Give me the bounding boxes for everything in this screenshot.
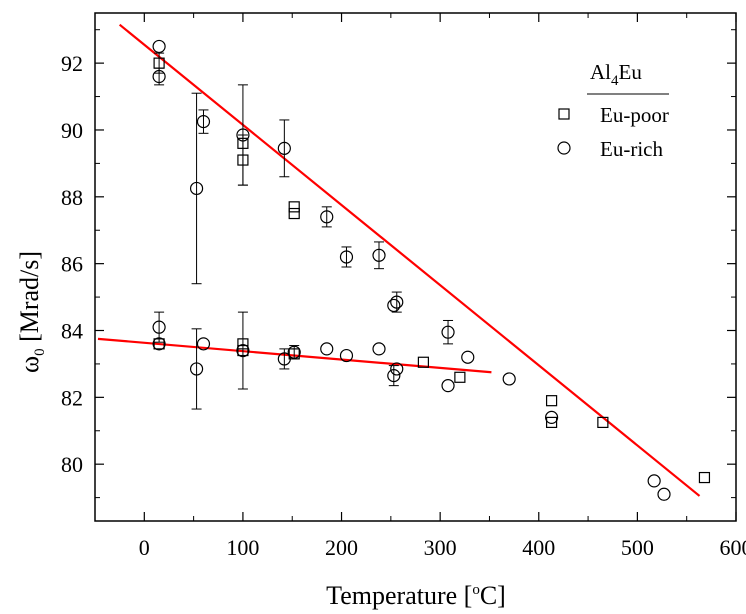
x-axis-title-main: Temperature [ [326,581,472,610]
legend-title-main: Al [590,60,611,84]
circle-marker [152,69,166,84]
circle-marker [189,362,204,376]
legend-square-marker [558,108,570,120]
legend-title: Al4Eu [590,60,642,89]
circle-marker [657,487,671,501]
circle-marker [390,295,404,309]
fit-line [118,23,701,497]
legend-title-sub: 4 [611,73,619,89]
y-tick-label: 84 [61,319,83,344]
plot-area [94,12,737,522]
x-tick-label: 600 [720,535,746,560]
x-tick-label: 200 [325,535,358,560]
error-bars [154,52,454,410]
circle-marker [387,298,401,313]
legend-label-eu-poor: Eu-poor [600,103,669,127]
circle-marker [236,128,250,142]
x-tick-label: 100 [226,535,259,560]
square-marker [153,338,165,350]
circle-marker [390,362,404,376]
y-tick-label: 82 [61,385,83,410]
square-marker [237,154,249,166]
y-tick-label: 88 [61,185,83,210]
y-tick-label: 80 [61,452,83,477]
circle-marker [196,337,211,351]
circle-marker [647,474,661,488]
square-marker [237,338,249,350]
circle-marker [461,350,475,364]
y-axis-title-sub: 0 [32,348,48,356]
x-axis-title: Temperature [oC] [326,581,506,610]
x-axis-title-tail: C] [480,581,506,610]
square-marker [237,344,249,357]
x-tick-label: 0 [139,535,150,560]
plot-frame [94,12,737,522]
circle-marker [441,379,455,393]
square-marker [698,471,711,484]
circle-marker [502,372,516,386]
legend-label-eu-rich: Eu-rich [600,137,663,161]
y-tick-label: 92 [61,51,83,76]
x-tick-label: 300 [424,535,457,560]
circle-marker [189,181,204,196]
circle-marker [287,345,301,359]
fit-lines [97,23,701,497]
legend-title-tail: Eu [619,60,643,84]
circle-marker [339,348,354,363]
circle-marker [152,337,166,351]
legend-circle-marker [557,141,571,155]
square-marker [597,416,609,429]
square-marker [417,356,429,368]
data-markers [152,39,711,501]
circle-marker [441,325,455,339]
square-marker [153,57,165,69]
axis-ticks: 0 100 200 300 400 500 600 80 82 84 86 88 90 92 [61,13,746,560]
circle-marker [320,210,334,224]
square-marker [454,371,466,383]
circle-marker [277,352,291,366]
square-marker [545,395,558,407]
circle-marker [339,250,354,264]
x-axis-title-sup: o [472,582,480,598]
circle-marker [372,342,386,356]
circle-marker [152,39,166,54]
circle-marker [320,342,334,356]
square-marker [288,201,300,213]
circle-marker [236,343,250,358]
y-axis-title: ω0 [Mrad/s] [15,251,48,373]
circle-marker [544,410,559,424]
x-tick-label: 400 [522,535,555,560]
circle-marker [277,141,291,155]
y-tick-label: 86 [61,252,83,277]
circle-marker [196,115,211,129]
y-tick-label: 90 [61,118,83,143]
y-axis-title-tail: [Mrad/s] [15,251,44,348]
legend: Al4Eu Eu-poor Eu-rich [557,60,669,161]
y-axis-title-main: ω [15,356,44,373]
x-tick-label: 500 [621,535,654,560]
square-marker [237,137,249,149]
square-marker [288,348,300,360]
circle-marker [372,248,386,262]
square-marker [545,416,558,429]
square-marker [288,207,300,220]
circle-marker [152,320,166,334]
circle-marker [387,369,401,383]
